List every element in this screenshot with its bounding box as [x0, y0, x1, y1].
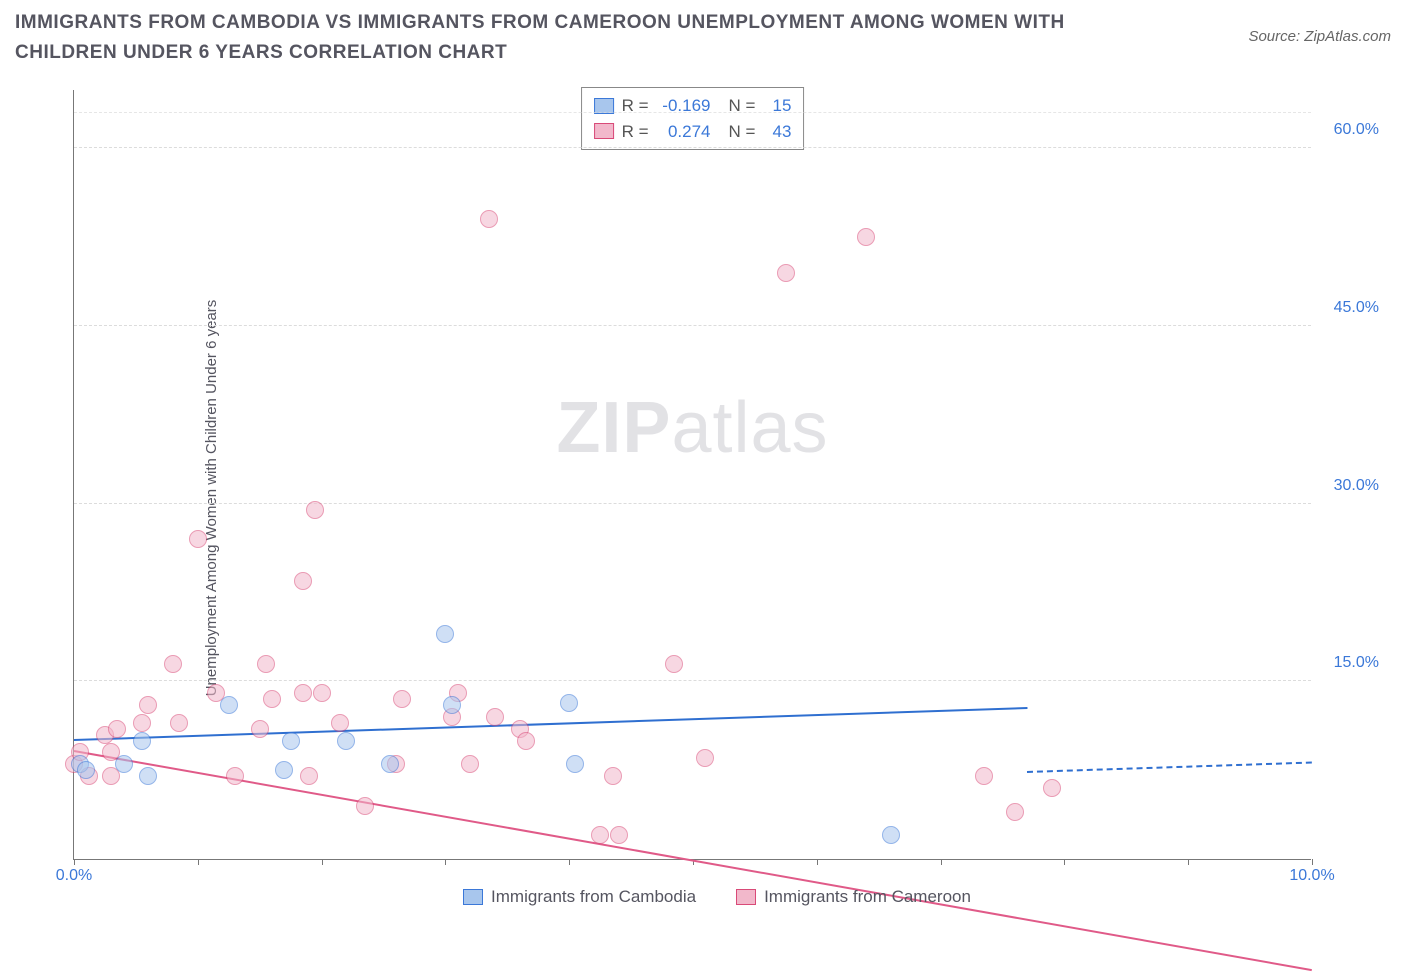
data-point [306, 501, 324, 519]
x-tick-label: 10.0% [1289, 867, 1334, 885]
data-point [604, 767, 622, 785]
data-point [331, 714, 349, 732]
x-tick-label: 0.0% [56, 867, 92, 885]
data-point [591, 826, 609, 844]
data-point [337, 732, 355, 750]
legend-r-value: 0.274 [657, 119, 711, 145]
data-point [696, 749, 714, 767]
data-point [610, 826, 628, 844]
legend-n-label: N = [729, 119, 756, 145]
legend-n-value: 15 [763, 93, 791, 119]
gridline [74, 680, 1311, 681]
data-point [443, 696, 461, 714]
data-point [882, 826, 900, 844]
legend-r-value: -0.169 [657, 93, 711, 119]
trend-line [1027, 761, 1312, 772]
data-point [356, 797, 374, 815]
gridline [74, 503, 1311, 504]
data-point [170, 714, 188, 732]
series-legend-item: Immigrants from Cambodia [463, 887, 696, 907]
data-point [251, 720, 269, 738]
data-point [665, 655, 683, 673]
legend-swatch [736, 889, 756, 905]
chart-title: IMMIGRANTS FROM CAMBODIA VS IMMIGRANTS F… [15, 8, 1115, 69]
data-point [115, 755, 133, 773]
data-point [77, 761, 95, 779]
legend-row: R = -0.169 N = 15 [594, 93, 792, 119]
watermark: ZIPatlas [556, 387, 828, 469]
data-point [189, 530, 207, 548]
source-attribution: Source: ZipAtlas.com [1248, 28, 1391, 45]
data-point [133, 714, 151, 732]
x-tick [1064, 859, 1065, 865]
data-point [436, 625, 454, 643]
y-tick-label: 30.0% [1334, 477, 1379, 495]
data-point [560, 694, 578, 712]
legend-r-label: R = [622, 93, 649, 119]
data-point [133, 732, 151, 750]
data-point [857, 228, 875, 246]
x-tick [941, 859, 942, 865]
data-point [164, 655, 182, 673]
x-tick [322, 859, 323, 865]
data-point [294, 572, 312, 590]
data-point [1006, 803, 1024, 821]
data-point [1043, 779, 1061, 797]
x-tick [1188, 859, 1189, 865]
x-tick [445, 859, 446, 865]
x-tick [74, 859, 75, 865]
data-point [300, 767, 318, 785]
data-point [108, 720, 126, 738]
data-point [226, 767, 244, 785]
x-tick [198, 859, 199, 865]
x-tick [817, 859, 818, 865]
data-point [777, 264, 795, 282]
data-point [282, 732, 300, 750]
data-point [480, 210, 498, 228]
data-point [294, 684, 312, 702]
y-tick-label: 60.0% [1334, 121, 1379, 139]
series-legend-item: Immigrants from Cameroon [736, 887, 971, 907]
legend-n-label: N = [729, 93, 756, 119]
y-tick-label: 45.0% [1334, 299, 1379, 317]
data-point [381, 755, 399, 773]
data-point [517, 732, 535, 750]
chart-container: Unemployment Among Women with Children U… [48, 90, 1386, 905]
legend-swatch [594, 123, 614, 139]
data-point [566, 755, 584, 773]
legend-r-label: R = [622, 119, 649, 145]
data-point [139, 696, 157, 714]
legend-swatch [463, 889, 483, 905]
gridline [74, 325, 1311, 326]
data-point [263, 690, 281, 708]
plot-area: ZIPatlas R =-0.169N =15R =0.274N =43 15.… [73, 90, 1311, 860]
x-tick [569, 859, 570, 865]
legend-n-value: 43 [763, 119, 791, 145]
data-point [393, 690, 411, 708]
data-point [461, 755, 479, 773]
data-point [275, 761, 293, 779]
y-tick-label: 15.0% [1334, 654, 1379, 672]
trend-line [74, 750, 1312, 971]
legend-row: R = 0.274 N = 43 [594, 119, 792, 145]
trend-line [74, 707, 1027, 741]
stats-legend-box: R = -0.169 N = 15 R = 0.274 N = 43 [581, 87, 805, 150]
gridline [74, 147, 1311, 148]
data-point [975, 767, 993, 785]
series-legend: Immigrants from Cambodia Immigrants from … [48, 887, 1386, 907]
x-tick [1312, 859, 1313, 865]
series-name: Immigrants from Cambodia [491, 887, 696, 907]
data-point [220, 696, 238, 714]
data-point [139, 767, 157, 785]
data-point [486, 708, 504, 726]
data-point [313, 684, 331, 702]
series-name: Immigrants from Cameroon [764, 887, 971, 907]
data-point [257, 655, 275, 673]
